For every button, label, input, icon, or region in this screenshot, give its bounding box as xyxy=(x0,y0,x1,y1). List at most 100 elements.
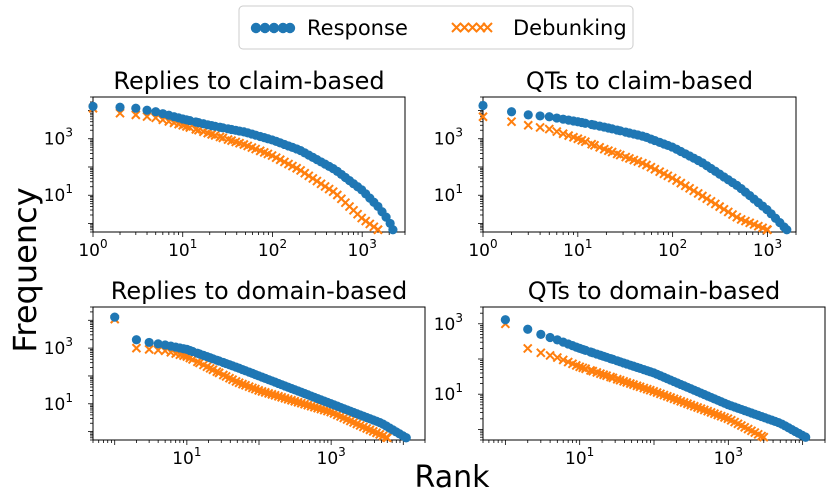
y-tick-label: 103 xyxy=(434,311,463,335)
data-point xyxy=(762,225,773,235)
panel-title: QTs to claim-based xyxy=(526,67,753,95)
data-point xyxy=(598,370,609,380)
panel-qts-claim-based: QTs to claim-based 100 101 102 103 101 103 xyxy=(434,67,797,261)
data-point xyxy=(535,122,545,133)
data-point xyxy=(110,312,120,322)
y-tick-label: 103 xyxy=(434,126,463,150)
data-point xyxy=(719,204,729,215)
data-point xyxy=(142,105,152,115)
data-point xyxy=(727,209,738,220)
data-point xyxy=(151,107,161,117)
data-point xyxy=(607,147,617,157)
x-tick-label: 103 xyxy=(348,237,377,261)
data-point xyxy=(589,140,600,151)
figure-ylabel: Frequency xyxy=(6,187,44,352)
series-debunking xyxy=(110,314,392,443)
data-point xyxy=(536,348,546,358)
data-point xyxy=(759,432,769,442)
data-point xyxy=(723,207,733,217)
data-point xyxy=(545,350,555,361)
legend-marker-debunking xyxy=(451,22,493,33)
data-point xyxy=(131,103,141,113)
data-point xyxy=(782,225,792,235)
data-point xyxy=(552,126,562,137)
legend-label-debunking: Debunking xyxy=(513,16,627,40)
data-point xyxy=(671,175,682,186)
data-point xyxy=(401,433,411,443)
data-point xyxy=(478,112,488,122)
x-tick-label: 103 xyxy=(753,237,782,261)
y-tick-label: 101 xyxy=(434,381,463,405)
data-point xyxy=(536,329,546,339)
legend-frame xyxy=(238,5,634,50)
data-point xyxy=(506,107,517,117)
y-tick-label: 101 xyxy=(44,391,73,415)
data-point xyxy=(478,100,488,111)
series-response xyxy=(110,312,411,443)
series-response xyxy=(500,315,811,442)
data-point xyxy=(373,225,383,235)
x-tick-label: 101 xyxy=(563,237,592,261)
data-point xyxy=(131,343,142,353)
data-point xyxy=(388,225,398,235)
data-point xyxy=(131,335,142,345)
data-point xyxy=(131,110,141,120)
series-debunking xyxy=(88,103,383,235)
x-tick-label: 101 xyxy=(172,445,201,469)
data-point xyxy=(689,186,699,196)
data-point xyxy=(706,196,716,207)
data-point xyxy=(523,110,533,120)
data-point xyxy=(382,433,392,443)
data-point xyxy=(506,117,517,127)
data-point xyxy=(88,101,98,111)
data-point xyxy=(523,120,533,130)
y-tick-label: 103 xyxy=(44,126,73,150)
legend-label-response: Response xyxy=(307,16,408,40)
axis-ticks xyxy=(88,306,426,445)
data-point xyxy=(710,199,721,209)
x-tick-label: 101 xyxy=(168,237,197,261)
data-point xyxy=(544,112,554,122)
panel-title: QTs to domain-based xyxy=(528,277,780,305)
data-point xyxy=(535,111,545,121)
x-tick-label: 100 xyxy=(78,237,107,261)
series-debunking xyxy=(478,112,773,235)
data-point xyxy=(676,178,686,188)
panel-replies-domain-based: Replies to domain-based 101 103 101 103 xyxy=(44,277,426,469)
panel-title: Replies to claim-based xyxy=(113,67,384,95)
data-point xyxy=(615,150,625,160)
data-point xyxy=(558,129,568,139)
y-tick-label: 101 xyxy=(434,182,463,206)
data-point xyxy=(697,191,708,201)
axis-ticks xyxy=(88,96,406,237)
data-point xyxy=(523,324,533,334)
data-point xyxy=(612,374,622,384)
x-tick-label: 100 xyxy=(468,237,497,261)
data-point xyxy=(523,343,533,354)
legend-marker-response xyxy=(250,22,296,34)
axis-ticks xyxy=(478,96,797,237)
y-tick-label: 103 xyxy=(44,335,73,359)
data-point xyxy=(558,355,568,365)
data-point xyxy=(215,132,225,142)
figure-xlabel: Rank xyxy=(415,460,491,495)
data-point xyxy=(667,173,677,183)
panel-qts-domain-based: QTs to domain-based 101 103 101 103 xyxy=(434,277,826,469)
data-point xyxy=(544,124,554,134)
data-point xyxy=(578,363,588,373)
data-point xyxy=(580,136,591,147)
data-point xyxy=(801,432,811,442)
series-response xyxy=(478,100,792,235)
data-point xyxy=(545,332,555,343)
data-point xyxy=(153,339,163,349)
data-point xyxy=(605,372,616,382)
legend: Response Debunking xyxy=(238,5,634,50)
panel-replies-claim-based: Replies to claim-based 100 101 102 103 101 103 xyxy=(44,67,406,261)
x-tick-label: 101 xyxy=(565,445,594,469)
x-tick-label: 103 xyxy=(714,445,743,469)
series-response xyxy=(88,101,398,235)
data-point xyxy=(144,337,154,348)
data-point xyxy=(500,315,510,325)
axes-frame xyxy=(482,96,797,233)
